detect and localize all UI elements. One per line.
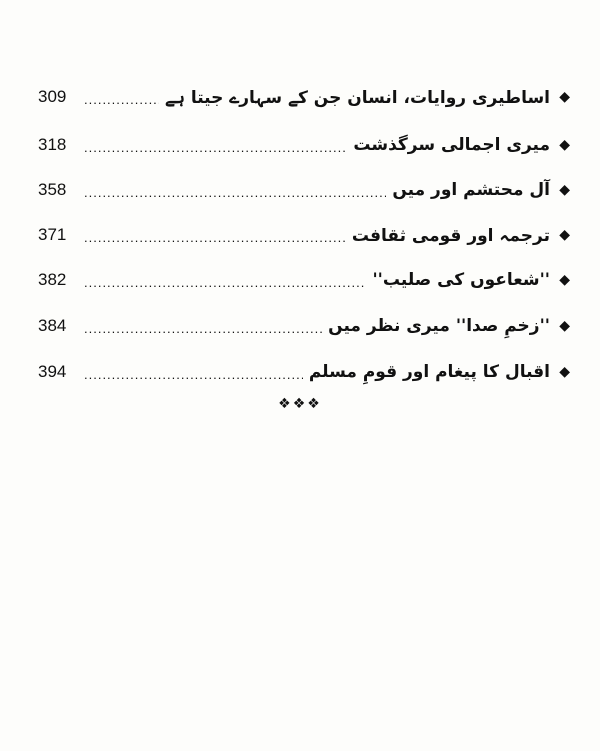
section-end-ornament: ❖❖❖	[278, 396, 322, 412]
diamond-bullet-icon: ◆	[559, 318, 570, 334]
entry-title: آل محتشم اور میں	[392, 180, 550, 200]
dot-leader: ........................................…	[84, 366, 303, 382]
toc-entry: 384 ....................................…	[38, 311, 570, 341]
toc-entry: 382 ....................................…	[38, 265, 570, 295]
diamond-bullet-icon: ◆	[559, 227, 570, 243]
diamond-bullet-icon: ◆	[559, 89, 570, 105]
page-number: 384	[38, 316, 67, 335]
dot-leader: ........................................…	[84, 274, 366, 290]
page-number: 358	[38, 180, 67, 199]
toc-entry: 309 ....................................…	[38, 82, 570, 112]
diamond-bullet-icon: ◆	[559, 364, 570, 380]
entry-title: اقبال کا پیغام اور قومِ مسلم	[308, 362, 550, 382]
diamond-bullet-icon: ◆	[559, 137, 570, 153]
diamond-bullet-icon: ◆	[559, 272, 570, 288]
page-number: 309	[38, 87, 67, 106]
page-number: 318	[38, 135, 67, 154]
toc-entry: 371 ....................................…	[38, 220, 570, 250]
entry-title: ''زخمِ صدا'' میری نظر میں	[328, 316, 550, 336]
toc-entry: 358 ....................................…	[38, 175, 570, 205]
dot-leader: ........................................…	[84, 229, 346, 245]
entry-title: میری اجمالی سرگذشت	[353, 135, 550, 155]
dot-leader: ........................................…	[84, 139, 347, 155]
entry-title: اساطیری روایات، انسان جن کے سہارے جیتا ہ…	[165, 87, 550, 108]
page-number: 394	[38, 362, 67, 381]
entry-title: ترجمہ اور قومی ثقافت	[351, 225, 550, 246]
page-number: 382	[38, 270, 67, 289]
entry-title: ''شعاعوں کی صلیب''	[372, 270, 550, 290]
page-number: 371	[38, 225, 67, 244]
toc-entry: 394 ....................................…	[38, 357, 570, 387]
dot-leader: ........................................…	[84, 184, 386, 200]
dot-leader: ........................................…	[84, 91, 159, 107]
diamond-bullet-icon: ◆	[559, 182, 570, 198]
toc-entry: 318 ....................................…	[38, 130, 570, 160]
dot-leader: ........................................…	[84, 320, 323, 336]
